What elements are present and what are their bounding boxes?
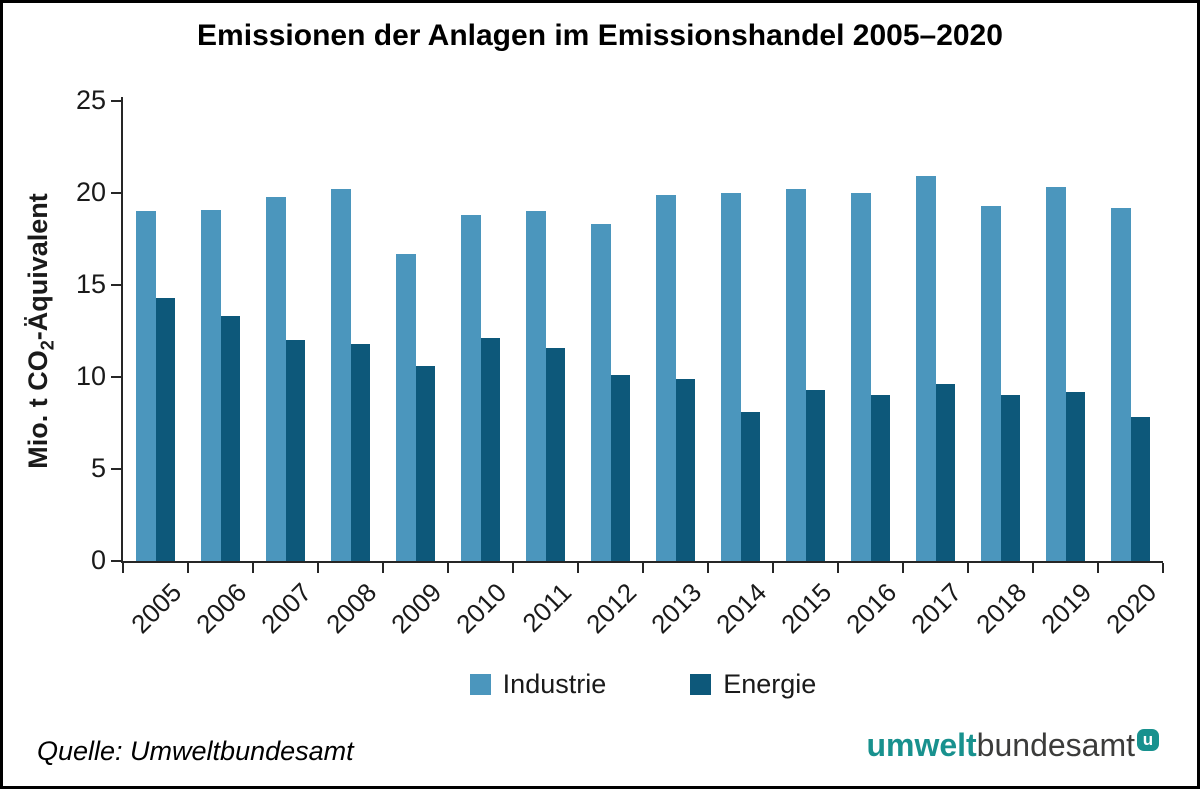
x-tick — [967, 563, 969, 573]
x-tick — [642, 563, 644, 573]
bar-industrie-2013 — [656, 194, 676, 561]
bar-energie-2005 — [156, 297, 175, 561]
bar-energie-2008 — [351, 343, 370, 561]
bar-industrie-2005 — [136, 211, 156, 561]
bar-industrie-2014 — [721, 193, 741, 561]
y-tick-label: 5 — [90, 453, 106, 483]
legend-item-industrie: Industrie — [469, 669, 607, 700]
bar-energie-2006 — [221, 316, 240, 561]
y-tick-label: 20 — [75, 177, 106, 207]
source-text: Quelle: Umweltbundesamt — [37, 736, 354, 766]
x-tick — [187, 563, 189, 573]
bar-industrie-2016 — [851, 193, 871, 561]
legend-label-industrie: Industrie — [502, 669, 607, 699]
x-axis-line — [121, 561, 1163, 563]
x-tick — [837, 563, 839, 573]
y-tick — [111, 192, 121, 194]
x-tick — [772, 563, 774, 573]
bar-energie-2019 — [1066, 391, 1085, 561]
y-tick-label: 15 — [75, 269, 106, 299]
plot-area: 0 5 10 15 20 25 2005 2006 2007 2008 2009 2010 2011 20… — [3, 3, 1197, 786]
bar-energie-2016 — [871, 395, 890, 561]
y-tick-label: 25 — [75, 85, 106, 115]
y-tick — [111, 376, 121, 378]
bar-industrie-2015 — [786, 189, 806, 561]
chart-title: Emissionen der Anlagen im Emissionshande… — [197, 19, 1003, 52]
x-tick — [902, 563, 904, 573]
x-tick — [1162, 563, 1164, 573]
umweltbundesamt-logo: umweltbundesamt u — [866, 727, 1159, 764]
x-tick — [252, 563, 254, 573]
y-tick-label: 0 — [90, 545, 106, 575]
bar-energie-2010 — [481, 338, 500, 561]
bar-industrie-2008 — [331, 189, 351, 561]
bar-energie-2013 — [676, 378, 695, 561]
x-tick — [512, 563, 514, 573]
y-tick — [111, 284, 121, 286]
x-tick — [707, 563, 709, 573]
x-tick — [577, 563, 579, 573]
x-tick — [122, 563, 124, 573]
logo-umwelt-text: umwelt — [866, 727, 977, 763]
y-tick — [111, 100, 121, 102]
bar-industrie-2009 — [396, 253, 416, 561]
bar-energie-2015 — [806, 389, 825, 561]
x-tick — [317, 563, 319, 573]
bar-energie-2007 — [286, 340, 305, 561]
legend: Industrie Energie — [123, 669, 1163, 700]
y-tick — [111, 560, 121, 562]
bar-industrie-2010 — [461, 215, 481, 561]
bar-industrie-2020 — [1111, 207, 1131, 561]
legend-item-energie: Energie — [690, 669, 816, 700]
x-tick — [447, 563, 449, 573]
bar-energie-2020 — [1131, 417, 1150, 561]
logo-u-badge-icon: u — [1137, 729, 1159, 751]
bar-energie-2011 — [546, 347, 565, 561]
legend-label-energie: Energie — [723, 669, 817, 699]
bar-energie-2018 — [1001, 395, 1020, 561]
bar-industrie-2011 — [526, 211, 546, 561]
bar-industrie-2007 — [266, 196, 286, 561]
x-tick — [382, 563, 384, 573]
bar-energie-2014 — [741, 411, 760, 561]
legend-swatch-energie-icon — [690, 674, 712, 695]
y-axis-line — [121, 97, 123, 563]
bar-industrie-2006 — [201, 209, 221, 561]
bar-energie-2009 — [416, 365, 435, 561]
bar-energie-2017 — [936, 384, 955, 561]
y-tick-label: 10 — [75, 361, 106, 391]
x-tick — [1097, 563, 1099, 573]
bar-energie-2012 — [611, 375, 630, 561]
bar-industrie-2017 — [916, 176, 936, 561]
logo-bundesamt-text: bundesamt — [976, 727, 1135, 763]
x-tick — [1032, 563, 1034, 573]
legend-swatch-industrie-icon — [469, 674, 491, 695]
bar-industrie-2012 — [591, 224, 611, 561]
bar-industrie-2019 — [1046, 187, 1066, 561]
bar-industrie-2018 — [981, 205, 1001, 561]
y-tick — [111, 468, 121, 470]
